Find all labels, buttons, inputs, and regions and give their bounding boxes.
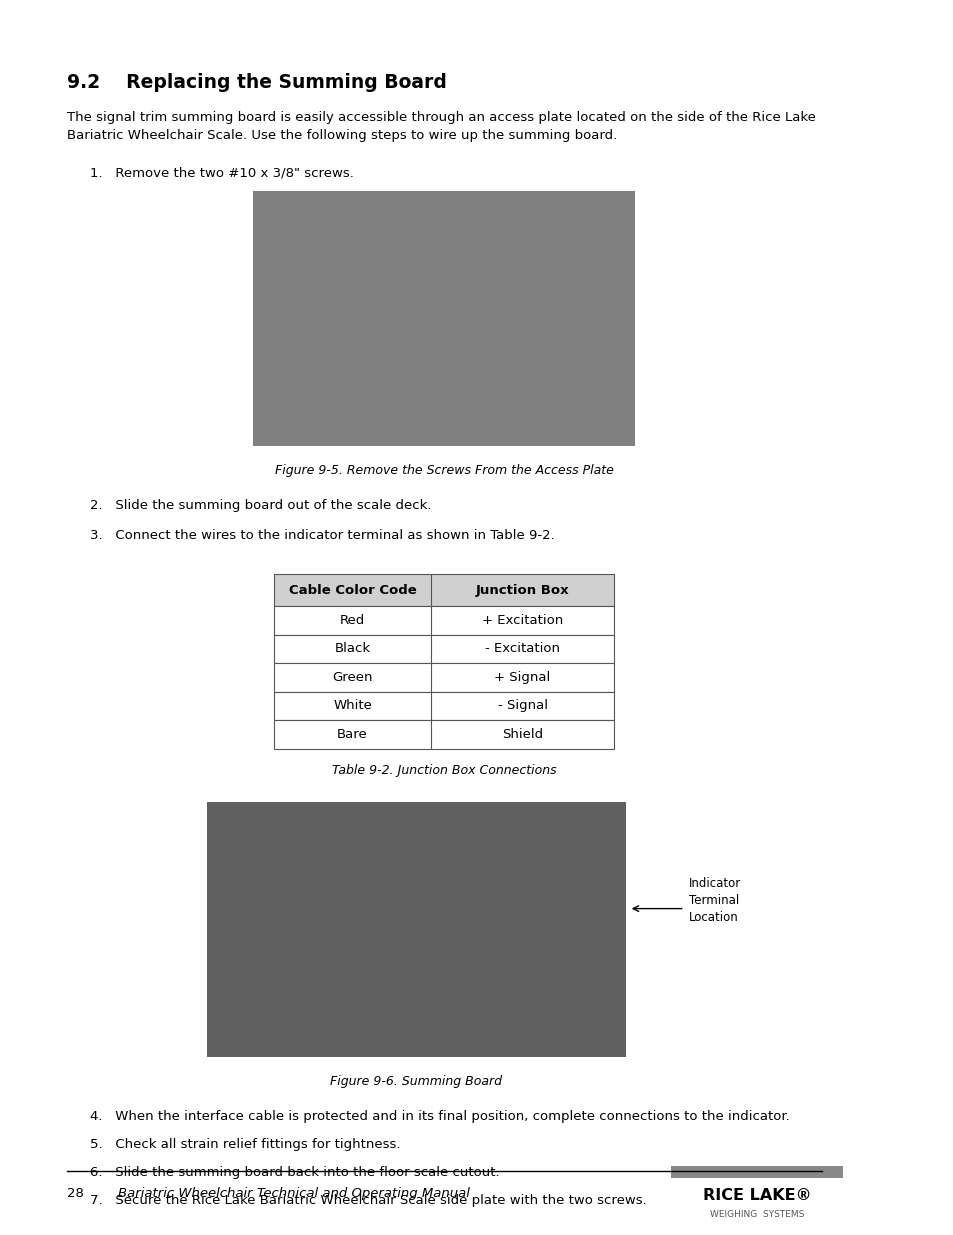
FancyBboxPatch shape [274,574,614,606]
Text: 3.   Connect the wires to the indicator terminal as shown in Table 9-2.: 3. Connect the wires to the indicator te… [91,529,555,542]
Text: Shield: Shield [501,727,542,741]
Text: Black: Black [335,642,370,656]
Text: Bariatric Wheelchair Technical and Operating Manual: Bariatric Wheelchair Technical and Opera… [118,1187,470,1200]
Text: + Excitation: + Excitation [481,614,562,626]
Text: 7.   Secure the Rice Lake Bariatric Wheelchair Scale side plate with the two scr: 7. Secure the Rice Lake Bariatric Wheelc… [91,1193,646,1207]
Text: 9.2    Replacing the Summing Board: 9.2 Replacing the Summing Board [67,73,446,91]
Text: 28: 28 [67,1187,84,1200]
FancyBboxPatch shape [253,191,635,446]
Text: The signal trim summing board is easily accessible through an access plate locat: The signal trim summing board is easily … [67,111,815,142]
FancyBboxPatch shape [274,606,614,635]
Text: Junction Box: Junction Box [476,583,569,597]
Text: Figure 9-5. Remove the Screws From the Access Plate: Figure 9-5. Remove the Screws From the A… [274,464,613,477]
Text: Bare: Bare [336,727,368,741]
Text: 6.   Slide the summing board back into the floor scale cutout.: 6. Slide the summing board back into the… [91,1166,499,1178]
Text: White: White [333,699,372,713]
FancyBboxPatch shape [274,720,614,748]
Text: Red: Red [339,614,365,626]
FancyBboxPatch shape [274,635,614,663]
Text: RICE LAKE®: RICE LAKE® [701,1188,810,1203]
Text: Green: Green [332,671,373,684]
Text: WEIGHING  SYSTEMS: WEIGHING SYSTEMS [709,1210,803,1219]
Text: 5.   Check all strain relief fittings for tightness.: 5. Check all strain relief fittings for … [91,1137,400,1151]
Text: Figure 9-6. Summing Board: Figure 9-6. Summing Board [330,1074,502,1088]
Text: 2.   Slide the summing board out of the scale deck.: 2. Slide the summing board out of the sc… [91,499,432,513]
Text: 4.   When the interface cable is protected and in its final position, complete c: 4. When the interface cable is protected… [91,1109,789,1123]
FancyBboxPatch shape [274,692,614,720]
FancyBboxPatch shape [274,663,614,692]
Text: Indicator
Terminal
Location: Indicator Terminal Location [689,877,740,924]
Text: - Excitation: - Excitation [484,642,559,656]
FancyBboxPatch shape [207,802,625,1056]
Text: Cable Color Code: Cable Color Code [289,583,416,597]
Text: Table 9-2. Junction Box Connections: Table 9-2. Junction Box Connections [332,763,556,777]
Text: 1.   Remove the two #10 x 3/8" screws.: 1. Remove the two #10 x 3/8" screws. [91,165,354,179]
Text: - Signal: - Signal [497,699,547,713]
FancyBboxPatch shape [670,1166,842,1178]
Text: + Signal: + Signal [494,671,550,684]
